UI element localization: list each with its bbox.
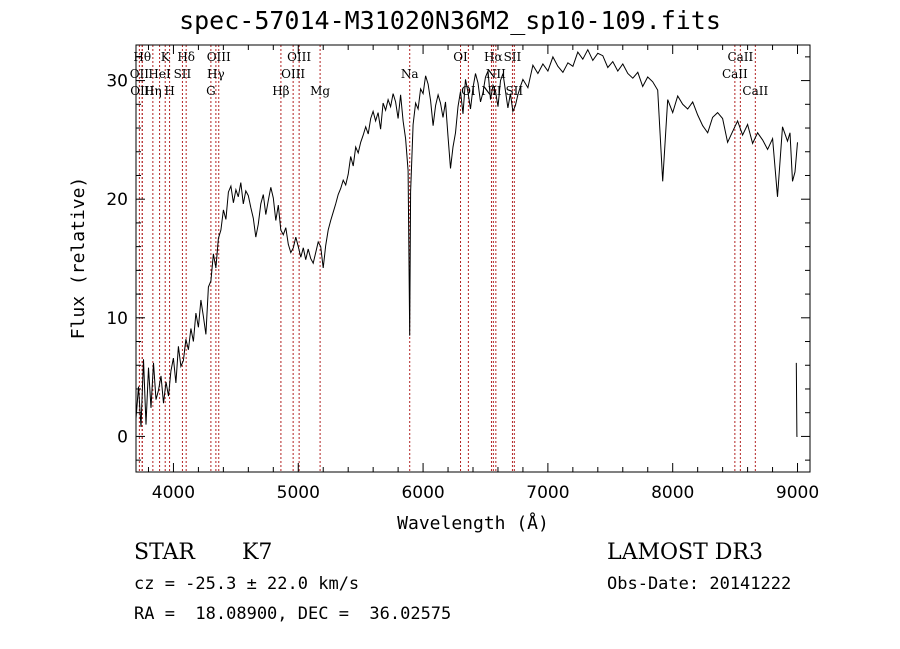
line-label-14: OIII (287, 50, 311, 64)
y-tick-label: 30 (106, 72, 128, 92)
emission-line-labels: HθOIIOIIIHηHeIKHSIIHδGHγOIIIHβOIIIOIIIMg… (130, 50, 769, 98)
spectrum-tail-spike (795, 362, 798, 437)
x-tick-label: 8000 (651, 483, 694, 503)
y-tick-label: 20 (106, 190, 128, 210)
line-label-22: SII (504, 50, 522, 64)
line-label-16: Na (401, 67, 419, 81)
x-tick-label: 4000 (152, 483, 195, 503)
line-label-21: NII (486, 67, 506, 81)
line-label-13: OIII (281, 67, 305, 81)
object-type: STAR (134, 540, 195, 565)
plot-frame (135, 44, 811, 473)
line-label-0: Hθ (133, 50, 151, 64)
line-label-12: Hβ (272, 84, 289, 98)
line-label-20: Hα (484, 50, 503, 64)
line-label-17: OI (453, 50, 468, 64)
spectral-subclass: K7 (242, 540, 273, 565)
observation-date: Obs-Date: 20141222 (607, 574, 792, 594)
spectrum-line (135, 48, 798, 427)
line-label-26: CaII (742, 84, 768, 98)
y-axis-label: Flux (relative) (68, 177, 89, 340)
redshift-cz: cz = -25.3 ± 22.0 km/s (134, 574, 360, 594)
line-label-8: Hδ (177, 50, 195, 64)
line-label-10: Hγ (207, 67, 225, 81)
y-axis-ticks: 0 10 20 30 (106, 56, 810, 461)
line-label-5: K (161, 50, 171, 64)
line-label-7: SII (174, 67, 192, 81)
coordinates: RA = 18.08900, DEC = 36.02575 (134, 604, 452, 624)
line-label-24: CaII (722, 67, 748, 81)
x-tick-label: 6000 (401, 483, 444, 503)
line-label-9: G (206, 84, 216, 98)
y-tick-label: 10 (106, 309, 128, 329)
x-tick-label: 7000 (526, 483, 569, 503)
y-tick-label: 0 (117, 427, 128, 447)
line-label-4: HeI (148, 67, 171, 81)
line-label-11: OIII (207, 50, 231, 64)
x-axis-ticks: 4000 5000 6000 7000 8000 9000 (147, 45, 819, 503)
line-label-6: H (164, 84, 174, 98)
line-label-1: OII (130, 67, 150, 81)
survey-name: LAMOST DR3 (607, 540, 763, 565)
emission-line-markers (138, 45, 756, 472)
line-label-3: Hη (144, 84, 162, 98)
x-tick-label: 5000 (277, 483, 320, 503)
chart-title: spec-57014-M31020N36M2_sp10-109.fits (179, 6, 721, 35)
line-label-25: CaII (727, 50, 753, 64)
x-tick-label: 9000 (776, 483, 819, 503)
x-axis-label: Wavelength (Å) (397, 512, 549, 534)
line-label-15: Mg (310, 84, 330, 98)
